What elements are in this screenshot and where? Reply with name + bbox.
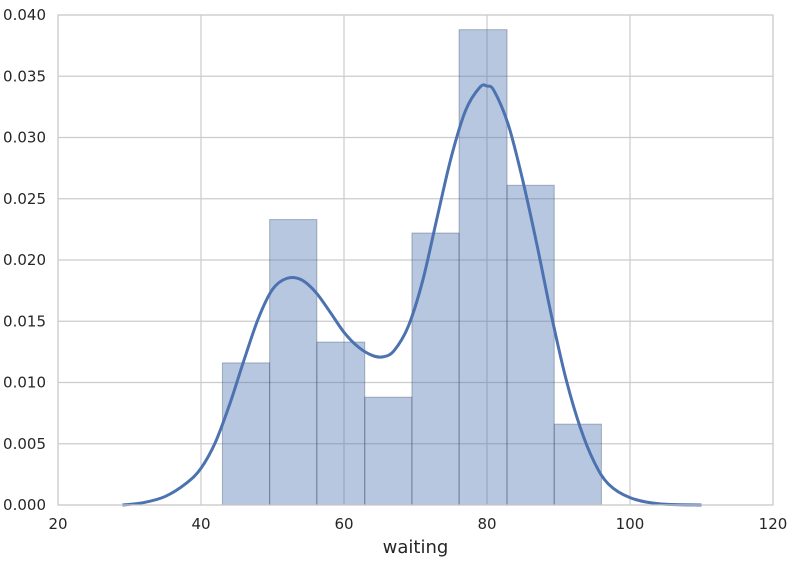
- y-tick-labels: 0.000 0.005 0.010 0.015 0.020 0.025 0.030 0.035…: [3, 6, 46, 514]
- x-tick-label: 20: [48, 515, 67, 533]
- y-tick-label: 0.040: [3, 6, 46, 24]
- y-tick-label: 0.000: [3, 496, 46, 514]
- histogram-bar: [269, 219, 318, 506]
- histogram-bar: [411, 232, 460, 506]
- histogram-bar: [553, 423, 602, 506]
- x-tick-label: 120: [759, 515, 788, 533]
- histogram-bar: [221, 362, 271, 506]
- histogram-bar: [506, 184, 555, 506]
- x-axis-label: waiting: [383, 537, 449, 558]
- y-tick-label: 0.025: [3, 190, 46, 208]
- x-tick-label: 60: [334, 515, 353, 533]
- y-tick-label: 0.010: [3, 374, 46, 392]
- histogram-bar: [316, 341, 366, 506]
- histogram-bar: [364, 396, 413, 506]
- y-tick-label: 0.020: [3, 251, 46, 269]
- x-tick-label: 100: [616, 515, 645, 533]
- y-tick-label: 0.035: [3, 67, 46, 85]
- kde-curve-layer: [122, 83, 702, 507]
- y-tick-label: 0.015: [3, 312, 46, 330]
- y-tick-label: 0.005: [3, 435, 46, 453]
- plot-frame: [57, 14, 774, 506]
- x-tick-labels: 20 40 60 80 100 120: [48, 515, 787, 533]
- histogram-bars: [221, 29, 602, 506]
- kde-line: [122, 83, 702, 507]
- x-tick-label: 40: [191, 515, 210, 533]
- y-tick-label: 0.030: [3, 129, 46, 147]
- x-tick-label: 80: [477, 515, 496, 533]
